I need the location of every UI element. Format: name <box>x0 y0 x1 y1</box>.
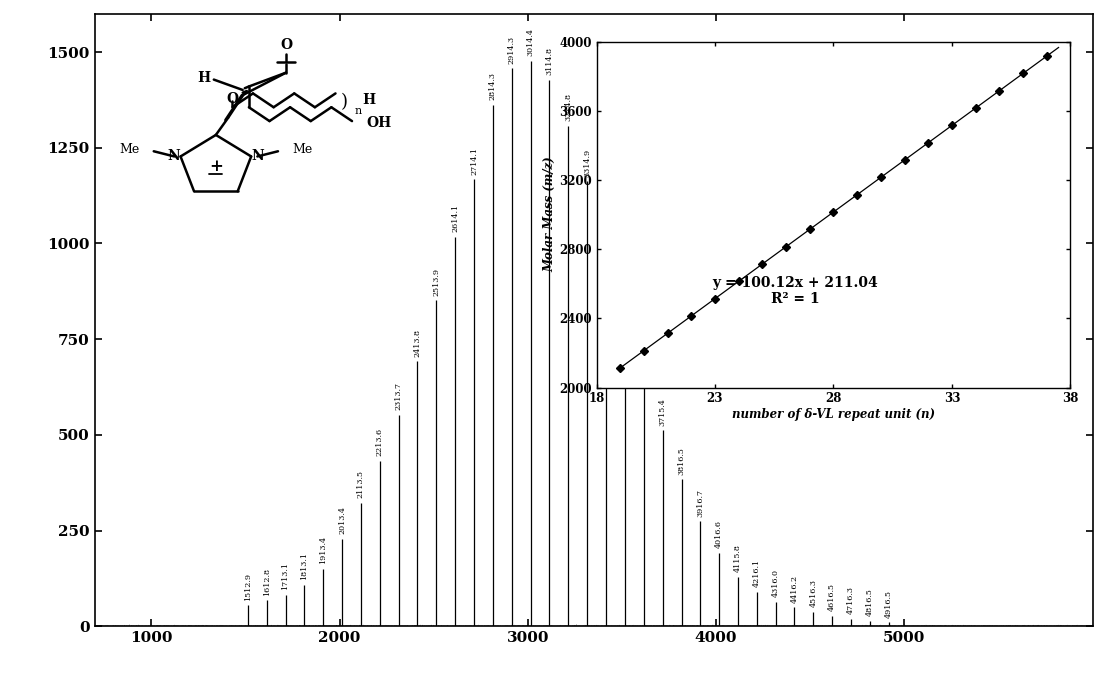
Text: 3314.9: 3314.9 <box>583 149 591 177</box>
Text: +: + <box>209 158 223 174</box>
Text: Me: Me <box>292 143 312 156</box>
Text: 3214.8: 3214.8 <box>564 93 572 121</box>
Text: 1512.9: 1512.9 <box>244 572 252 601</box>
Text: 2513.9: 2513.9 <box>433 268 440 295</box>
Text: O: O <box>226 91 239 106</box>
Text: 2213.6: 2213.6 <box>376 428 384 456</box>
Text: 4516.3: 4516.3 <box>809 579 817 607</box>
Text: 3114.8: 3114.8 <box>545 47 553 75</box>
Text: 2614.1: 2614.1 <box>452 204 459 232</box>
Text: 2313.7: 2313.7 <box>395 383 403 410</box>
Text: 2914.3: 2914.3 <box>507 35 516 64</box>
Text: 1813.1: 1813.1 <box>300 552 309 581</box>
Y-axis label: Molar Mass (m/z): Molar Mass (m/z) <box>543 156 556 273</box>
Text: 2113.5: 2113.5 <box>357 471 365 498</box>
Text: N: N <box>251 149 264 163</box>
Text: 4416.2: 4416.2 <box>791 574 798 603</box>
Text: 3916.7: 3916.7 <box>697 489 705 517</box>
X-axis label: number of δ-VL repeat unit (n): number of δ-VL repeat unit (n) <box>731 408 935 421</box>
Text: 2013.4: 2013.4 <box>338 507 346 534</box>
Text: 1713.1: 1713.1 <box>281 563 290 590</box>
Text: H: H <box>362 93 375 107</box>
Text: Me: Me <box>119 143 139 156</box>
Text: 4916.5: 4916.5 <box>884 590 893 618</box>
Text: 1913.4: 1913.4 <box>319 536 327 564</box>
Text: 2714.1: 2714.1 <box>471 147 478 174</box>
Text: O: O <box>280 38 292 52</box>
Text: y = 100.12x + 211.04
R² = 1: y = 100.12x + 211.04 R² = 1 <box>712 275 879 306</box>
Text: n: n <box>355 106 362 116</box>
Text: 3014.4: 3014.4 <box>526 28 534 56</box>
Text: 4016.6: 4016.6 <box>715 520 724 548</box>
Text: 2413.8: 2413.8 <box>414 329 421 357</box>
Text: 4616.5: 4616.5 <box>828 583 836 611</box>
Text: 4816.5: 4816.5 <box>866 588 874 617</box>
Text: 2814.3: 2814.3 <box>488 73 497 100</box>
Text: 4716.3: 4716.3 <box>847 586 855 614</box>
Text: N: N <box>167 149 181 163</box>
Text: 3615.3: 3615.3 <box>640 336 648 365</box>
Text: H: H <box>197 71 210 85</box>
Text: 3715.4: 3715.4 <box>659 398 667 426</box>
Text: 4316.0: 4316.0 <box>772 570 779 597</box>
Text: 4216.1: 4216.1 <box>753 559 760 588</box>
Text: ): ) <box>340 93 347 111</box>
Text: 3516.2: 3516.2 <box>621 273 629 301</box>
Text: 3816.5: 3816.5 <box>678 447 686 475</box>
Text: 3416.0: 3416.0 <box>602 208 610 236</box>
Text: OH: OH <box>367 116 391 130</box>
Text: 4115.8: 4115.8 <box>734 544 741 572</box>
Text: 1612.8: 1612.8 <box>263 567 271 596</box>
